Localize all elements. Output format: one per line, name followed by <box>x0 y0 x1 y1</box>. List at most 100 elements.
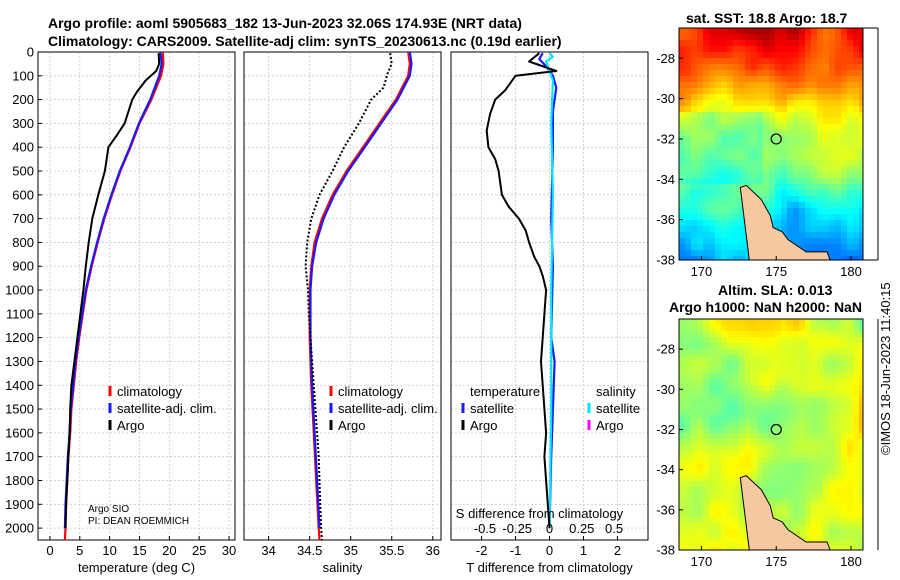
sst-map-cell <box>781 172 788 179</box>
sst-map-cell <box>715 190 722 197</box>
sla-map-cell <box>757 481 764 488</box>
sla-map-cell <box>787 343 794 350</box>
sst-map-cell <box>829 190 836 197</box>
sst-map-cell <box>679 70 686 77</box>
sst-map-cell <box>793 52 800 59</box>
sst-map-cell <box>829 88 836 95</box>
sla-map-cell <box>859 403 864 410</box>
sla-map-cell <box>769 373 776 380</box>
sla-map-cell <box>847 343 854 350</box>
sst-map-cell <box>691 154 698 161</box>
sla-map-cell <box>733 343 740 350</box>
sst-map-cell <box>739 52 746 59</box>
sst-map-cell <box>787 58 794 65</box>
sla-map-cell <box>679 391 686 398</box>
sla-map-cell <box>859 349 864 356</box>
sst-map-cell <box>769 184 776 191</box>
sla-map-cell <box>721 379 728 386</box>
sla-map-cell <box>847 463 854 470</box>
sst-map-cell <box>793 196 800 203</box>
sla-map-cell <box>775 469 782 476</box>
sla-map-cell <box>733 439 740 446</box>
sla-map-cell <box>805 409 812 416</box>
sst-map-cell <box>811 112 818 119</box>
sla-map-cell <box>703 379 710 386</box>
y-tick-label: 300 <box>12 116 34 131</box>
x-tick-label: 15 <box>132 543 146 558</box>
sla-map-cell <box>709 355 716 362</box>
sla-map-cell <box>829 385 836 392</box>
sst-map-cell <box>853 244 860 251</box>
sst-map-cell <box>715 82 722 89</box>
sla-map-cell <box>691 409 698 416</box>
sla-map-cell <box>679 367 686 374</box>
sla-map-cell <box>679 463 686 470</box>
sla-map-cell <box>679 481 686 488</box>
sst-map-cell <box>721 214 728 221</box>
sst-map-cell <box>841 46 848 53</box>
sst-map-cell <box>817 220 824 227</box>
sla-map-cell <box>685 325 692 332</box>
sst-map-cell <box>691 136 698 143</box>
sst-map-cell <box>817 232 824 239</box>
sst-map-cell <box>859 100 864 107</box>
sst-map-cell <box>799 34 806 41</box>
sst-map-cell <box>835 250 842 257</box>
sst-map-cell <box>829 166 836 173</box>
sla-map-cell <box>691 499 698 506</box>
sla-map-cell <box>697 535 704 542</box>
sst-map-cell <box>847 214 854 221</box>
sst-map-cell <box>829 136 836 143</box>
sla-map-cell <box>787 421 794 428</box>
sla-map-cell <box>853 397 860 404</box>
sla-map-cell <box>721 469 728 476</box>
sla-map-cell <box>823 379 830 386</box>
sla-map-cell <box>853 463 860 470</box>
sla-map-cell <box>775 451 782 458</box>
sst-map-cell <box>817 178 824 185</box>
sla-map-cell <box>811 391 818 398</box>
sst-map-cell <box>805 190 812 197</box>
sst-map-cell <box>709 190 716 197</box>
sst-map-cell <box>721 196 728 203</box>
sla-map-cell <box>841 511 848 518</box>
sla-map-cell <box>781 517 788 524</box>
sla-map-cell <box>691 349 698 356</box>
sst-map-cell <box>811 52 818 59</box>
sla-map-cell <box>799 463 806 470</box>
sla-map-cell <box>751 385 758 392</box>
sst-map-cell <box>793 130 800 137</box>
y-tick-label: -30 <box>656 91 675 106</box>
sla-map-cell <box>805 535 812 542</box>
sst-map-cell <box>703 70 710 77</box>
sst-map-cell <box>823 58 830 65</box>
sla-map-cell <box>757 433 764 440</box>
sla-map-cell <box>727 529 734 536</box>
sla-map-cell <box>859 343 864 350</box>
sst-map-cell <box>727 118 734 125</box>
sla-map-cell <box>847 349 854 356</box>
sla-map-cell <box>715 517 722 524</box>
sla-map-cell <box>691 403 698 410</box>
sla-map-cell <box>721 349 728 356</box>
sla-map-cell <box>679 541 686 548</box>
sst-map-cell <box>787 106 794 113</box>
sst-map-cell <box>811 40 818 47</box>
sla-map-cell <box>727 523 734 530</box>
sla-map-cell <box>721 439 728 446</box>
sla-map-cell <box>793 379 800 386</box>
sst-map-cell <box>853 106 860 113</box>
sst-map-cell <box>721 208 728 215</box>
sst-map-cell <box>763 100 770 107</box>
sst-map-cell <box>763 178 770 185</box>
sla-map-cell <box>853 427 860 434</box>
sla-map-cell <box>841 475 848 482</box>
sst-map-cell <box>853 100 860 107</box>
float-position-marker <box>770 423 782 436</box>
sst-map-cell <box>727 208 734 215</box>
sla-map-cell <box>841 361 848 368</box>
x-tick-label: -2 <box>476 543 488 558</box>
sla-map-cell <box>679 361 686 368</box>
legend-title-salinity: salinity <box>596 384 636 399</box>
sst-map-cell <box>733 64 740 71</box>
